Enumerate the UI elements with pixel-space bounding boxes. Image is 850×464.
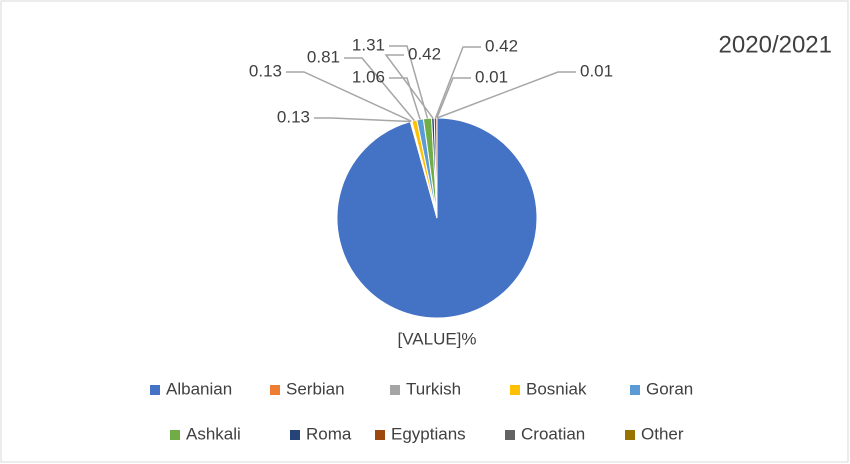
legend-label: Roma bbox=[306, 424, 352, 443]
legend-label: Goran bbox=[646, 379, 693, 398]
leader-line bbox=[389, 45, 429, 119]
legend-label: Serbian bbox=[286, 379, 345, 398]
legend-swatch bbox=[375, 430, 385, 440]
legend-swatch bbox=[505, 430, 515, 440]
data-label: 0.01 bbox=[580, 61, 613, 80]
leader-line bbox=[434, 46, 481, 119]
legend-label: Ashkali bbox=[186, 424, 241, 443]
legend-swatch bbox=[150, 385, 160, 395]
data-label: 0.42 bbox=[408, 44, 441, 63]
legend-label: Turkish bbox=[406, 379, 461, 398]
data-label: [VALUE]% bbox=[397, 329, 476, 348]
leader-line bbox=[314, 117, 411, 123]
data-label: 0.13 bbox=[249, 61, 282, 80]
data-label: 0.01 bbox=[475, 67, 508, 86]
leader-line bbox=[436, 77, 471, 119]
leader-line bbox=[436, 71, 576, 119]
leader-line bbox=[384, 54, 434, 119]
legend-swatch bbox=[290, 430, 300, 440]
legend-swatch bbox=[625, 430, 635, 440]
leader-line bbox=[286, 71, 412, 122]
data-label: 1.06 bbox=[352, 67, 385, 86]
legend-swatch bbox=[390, 385, 400, 395]
legend-label: Albanian bbox=[166, 379, 232, 398]
data-label: 0.81 bbox=[307, 47, 340, 66]
legend-swatch bbox=[270, 385, 280, 395]
legend-label: Croatian bbox=[521, 424, 585, 443]
legend-label: Bosniak bbox=[526, 379, 587, 398]
leader-line bbox=[389, 77, 421, 120]
legend-label: Egyptians bbox=[391, 424, 466, 443]
data-label: 1.31 bbox=[352, 35, 385, 54]
leader-line bbox=[344, 57, 415, 122]
data-label: 0.42 bbox=[485, 36, 518, 55]
legend-label: Other bbox=[641, 424, 684, 443]
legend-swatch bbox=[510, 385, 520, 395]
chart-title: 2020/2021 bbox=[719, 31, 832, 58]
legend-swatch bbox=[630, 385, 640, 395]
legend-swatch bbox=[170, 430, 180, 440]
data-label: 0.13 bbox=[277, 107, 310, 126]
